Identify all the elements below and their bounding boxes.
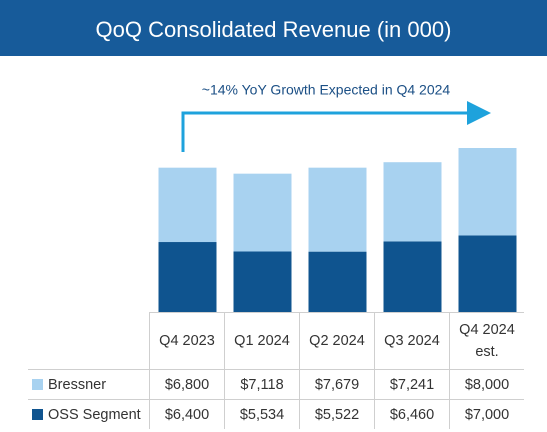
bar-segment (233, 173, 292, 252)
legend-swatch (32, 408, 43, 420)
growth-arrow (181, 101, 491, 152)
legend-entry: Bressner (28, 369, 150, 400)
value-label: $6,400 (149, 399, 225, 429)
bar-segment (158, 242, 217, 312)
bar-segment (458, 235, 517, 312)
legend-label: Bressner (48, 376, 107, 393)
category-label: Q4 2023 (149, 312, 225, 370)
bar-segment (308, 167, 367, 252)
data-table: Q4 2023 Q1 2024 Q2 2024 Q3 2024 Q4 2024 est.… (28, 312, 524, 429)
bar-segment (383, 162, 442, 242)
bar-segment (308, 251, 367, 312)
category-label: Q2 2024 (299, 312, 375, 370)
value-label: $6,460 (374, 399, 450, 429)
value-label: $7,118 (224, 369, 300, 400)
value-label: $6,800 (149, 369, 225, 400)
chart: ~14% YoY Growth Expected in Q4 2024 (158, 82, 517, 312)
category-label: Q4 2024 est. (449, 312, 524, 370)
bar-segment (458, 148, 517, 236)
header-row: Q4 2023 Q1 2024 Q2 2024 Q3 2024 Q4 2024 est. (28, 312, 524, 370)
bar-segment (383, 241, 442, 312)
value-label: $5,534 (224, 399, 300, 429)
value-label: $7,000 (449, 399, 524, 429)
value-label: $7,679 (299, 369, 375, 400)
series-row: OSS Segment $6,400 $5,534 $5,522 $6,460 $7,00… (28, 399, 524, 429)
legend-entry: OSS Segment (28, 399, 150, 429)
bar-segment (158, 167, 217, 243)
value-label: $8,000 (449, 369, 524, 400)
value-label: $7,241 (374, 369, 450, 400)
series-row: Bressner $6,800 $7,118 $7,679 $7,241 $8,000 (28, 369, 524, 400)
bar-segment (233, 251, 292, 312)
chart-title: QoQ Consolidated Revenue (in 000) (0, 0, 547, 56)
category-label: Q1 2024 (224, 312, 300, 370)
value-label: $5,522 (299, 399, 375, 429)
corner-cell (28, 312, 150, 370)
category-label: Q3 2024 (374, 312, 450, 370)
legend-label: OSS Segment (48, 406, 141, 423)
legend-swatch (32, 378, 43, 390)
annotation: ~14% YoY Growth Expected in Q4 2024 (202, 82, 451, 98)
